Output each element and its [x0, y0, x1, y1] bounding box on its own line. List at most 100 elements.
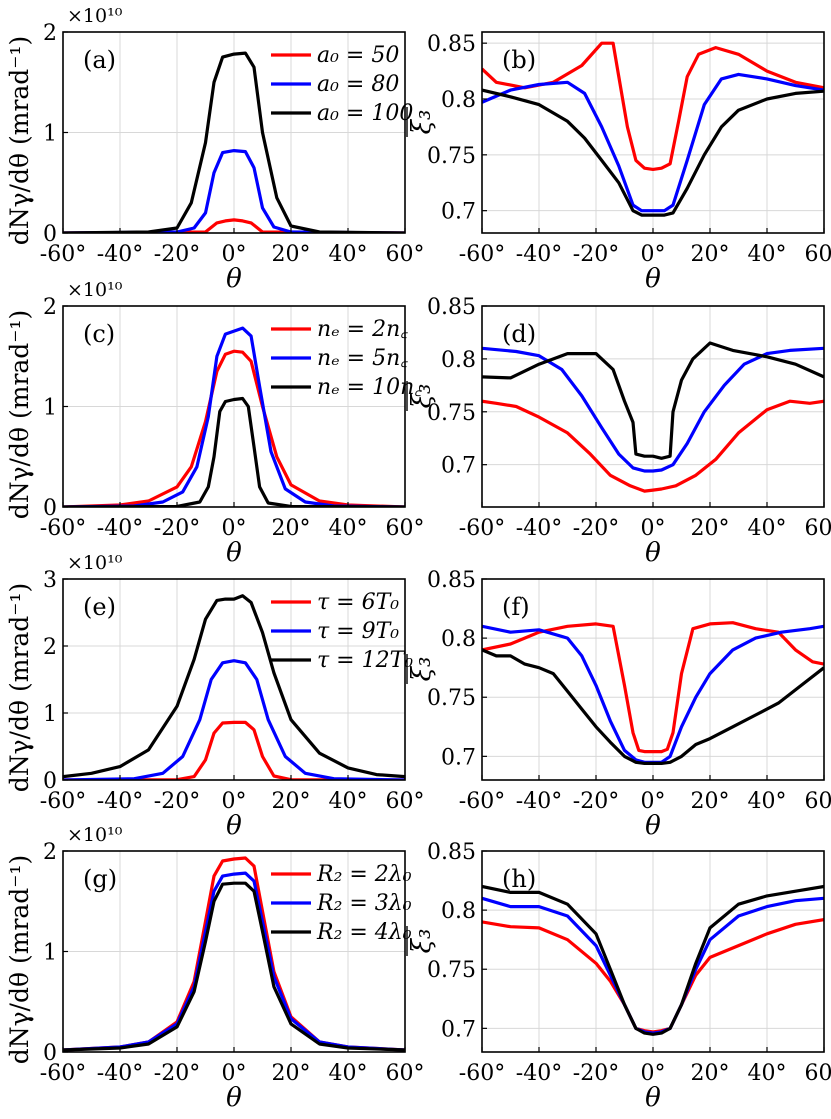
series-line-3	[63, 396, 405, 507]
x-tick-label: -20°	[573, 242, 619, 267]
y-tick-label: 2	[43, 295, 57, 320]
x-tick-label: 20°	[691, 242, 730, 267]
x-tick-label: -20°	[154, 1061, 200, 1086]
legend: nₑ = 2n꜀ nₑ = 5n꜀ nₑ = 10n꜀	[271, 317, 422, 400]
series-line-2	[63, 871, 405, 1052]
y-axis-label: ξ₃	[407, 384, 437, 409]
x-tick-label: 60°	[805, 789, 831, 814]
chart-panel-d: -60° -40° -20° 0° 20° 40° 60° 0.7 0.75 0.8 0.85 θ ξ₃…	[406, 295, 831, 568]
panel-label: (e)	[83, 593, 116, 621]
x-tick-label: 40°	[748, 1061, 787, 1086]
series-line-2	[63, 326, 405, 507]
y-tick-label: 0	[43, 222, 57, 247]
y-tick-label: 0.7	[441, 745, 476, 770]
y-tick-label: 2	[43, 635, 57, 660]
legend: a₀ = 50 a₀ = 80 a₀ = 100	[271, 43, 413, 126]
x-tick-label: 0°	[641, 242, 666, 267]
series-line-2	[63, 149, 405, 233]
series-line-1	[63, 218, 405, 233]
chart-panel-f: -60° -40° -20° 0° 20° 40° 60° 0.7 0.75 0.8 0.85 θ ξ₃…	[406, 568, 831, 841]
panel-label: (f)	[502, 593, 530, 621]
y-axis-label: dNγ/dθ (mrad⁻¹)	[5, 36, 34, 246]
x-tick-label: -40°	[516, 242, 562, 267]
y-tick-label: 0.85	[427, 32, 476, 57]
series-line-3	[63, 594, 405, 779]
y-tick-label: 0	[43, 769, 57, 794]
y-tick-label: 2	[43, 840, 57, 865]
x-tick-label: -60°	[459, 789, 505, 814]
y-tick-label: 1	[43, 396, 57, 421]
x-axis-label: θ	[645, 1083, 661, 1113]
x-tick-label: -60°	[40, 242, 86, 267]
x-axis-label: θ	[226, 538, 242, 568]
x-tick-label: 40°	[748, 789, 787, 814]
chart-panel-h: -60° -40° -20° 0° 20° 40° 60° 0.7 0.75 0.8 0.85 θ ξ₃…	[406, 840, 831, 1113]
legend-label: R₂ = 4λ₀	[316, 920, 412, 945]
x-tick-label: -40°	[97, 516, 143, 541]
y-tick-label: 0.8	[441, 88, 476, 113]
panel-label: (b)	[502, 46, 536, 74]
legend-label: τ = 9T₀	[317, 619, 399, 644]
x-tick-label: -40°	[97, 242, 143, 267]
y-tick-label: 0.75	[427, 958, 476, 983]
x-tick-label: 0°	[641, 516, 666, 541]
x-tick-label: 20°	[691, 516, 730, 541]
y-tick-label: 0.8	[441, 348, 476, 373]
y-tick-label: 1	[43, 122, 57, 147]
y-axis-label: dNγ/dθ (mrad⁻¹)	[5, 583, 34, 793]
series-line-1	[63, 720, 405, 780]
x-axis-label: θ	[645, 811, 661, 841]
x-tick-label: -60°	[40, 516, 86, 541]
series-line-3	[482, 88, 824, 217]
legend: τ = 6T₀ τ = 9T₀ τ = 12T₀	[271, 590, 413, 673]
x-tick-label: -20°	[573, 516, 619, 541]
legend-label: τ = 6T₀	[317, 590, 399, 615]
y-tick-label: 0.8	[441, 627, 476, 652]
x-tick-label: -40°	[516, 516, 562, 541]
x-tick-label: 40°	[329, 1061, 368, 1086]
x-tick-label: -40°	[516, 789, 562, 814]
y-tick-label: 0.7	[441, 454, 476, 479]
y-axis-label: ξ₃	[407, 929, 437, 954]
panel-label: (d)	[502, 320, 536, 348]
x-tick-label: 20°	[272, 242, 311, 267]
chart-panel-g: -60° -40° -20° 0° 20° 40° 60° 0 1 2 θ dNγ/dθ (mrad⁻…	[5, 824, 425, 1113]
x-tick-label: 40°	[329, 789, 368, 814]
legend-label: τ = 12T₀	[317, 648, 413, 673]
x-tick-label: 40°	[748, 242, 787, 267]
y-tick-label: 0.8	[441, 899, 476, 924]
panel-label: (g)	[83, 865, 117, 893]
x-tick-label: -20°	[154, 789, 200, 814]
chart-panel-b: -60° -40° -20° 0° 20° 40° 60° 0.7 0.75 0.8 0.85 θ ξ₃…	[406, 31, 831, 294]
x-tick-label: 40°	[329, 516, 368, 541]
x-tick-label: 60°	[386, 516, 425, 541]
x-tick-label: -60°	[459, 516, 505, 541]
legend-label: a₀ = 50	[317, 43, 399, 68]
y-axis-label: dNγ/dθ (mrad⁻¹)	[5, 310, 34, 520]
series-line-2	[482, 346, 824, 473]
y-tick-label: 0.85	[427, 840, 476, 865]
x-tick-label: -20°	[154, 516, 200, 541]
x-tick-label: 20°	[691, 1061, 730, 1086]
y-tick-label: 1	[43, 702, 57, 727]
y-tick-label: 0	[43, 1041, 57, 1066]
y-axis-label: ξ₃	[407, 110, 437, 135]
x-tick-label: -60°	[40, 1061, 86, 1086]
x-axis-label: θ	[226, 811, 242, 841]
x-tick-label: 0°	[222, 242, 247, 267]
y-tick-label: 0.7	[441, 200, 476, 225]
series-line-1	[63, 349, 405, 507]
y-tick-label: 1	[43, 941, 57, 966]
x-tick-label: 40°	[329, 242, 368, 267]
legend-label: nₑ = 5n꜀	[317, 346, 408, 371]
panel-label: (c)	[83, 320, 115, 348]
axis-multiplier: ×10¹⁰	[67, 5, 123, 27]
series-line-3	[63, 881, 405, 1052]
series-line-3	[63, 51, 405, 233]
x-tick-label: 40°	[748, 516, 787, 541]
x-tick-label: 60°	[386, 1061, 425, 1086]
panel-label: (a)	[83, 46, 116, 74]
x-tick-label: 0°	[222, 516, 247, 541]
x-tick-label: 20°	[272, 1061, 311, 1086]
